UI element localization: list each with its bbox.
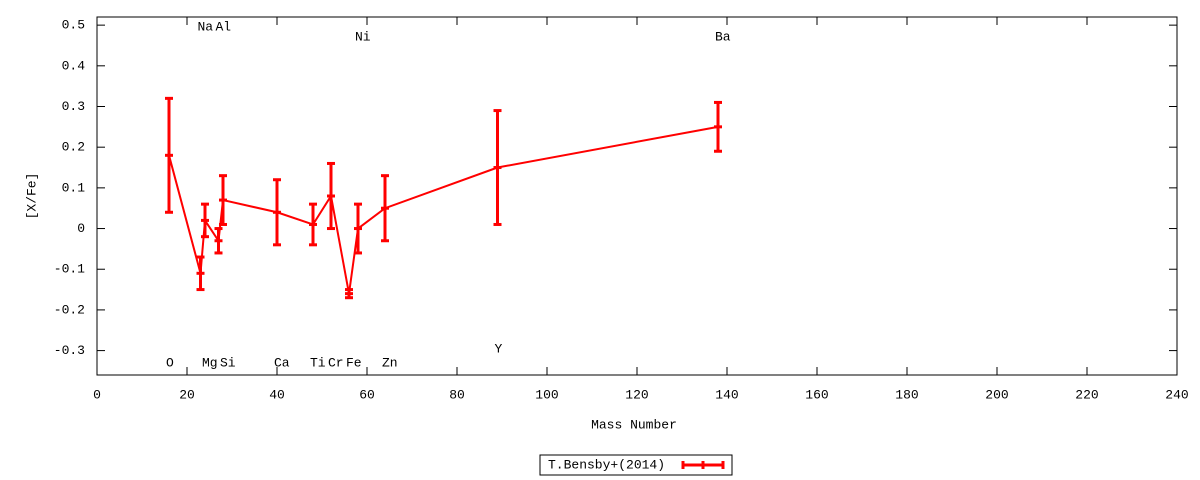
element-label: O [166, 355, 174, 370]
x-tick-label: 160 [805, 387, 828, 402]
x-tick-label: 180 [895, 387, 918, 402]
x-tick-label: 20 [179, 387, 195, 402]
series-line [168, 125, 719, 294]
element-label: Ba [715, 29, 731, 44]
x-tick-label: 100 [535, 387, 558, 402]
x-tick-label: 0 [93, 387, 101, 402]
element-label: Na [198, 19, 214, 34]
element-label: Cr [328, 355, 344, 370]
y-tick-label: -0.1 [54, 262, 85, 277]
element-label: Y [495, 341, 503, 356]
y-tick-label: 0.2 [62, 140, 85, 155]
element-label: Fe [346, 355, 362, 370]
legend-label: T.Bensby+(2014) [548, 457, 665, 472]
element-label: Ti [310, 355, 326, 370]
plot-frame [96, 16, 1178, 376]
y-axis-label: [X/Fe] [24, 173, 39, 220]
element-label: Zn [382, 355, 398, 370]
y-tick-label: 0.5 [62, 18, 85, 33]
element-label: Ni [355, 29, 371, 44]
y-tick-label: -0.2 [54, 302, 85, 317]
x-tick-label: 200 [985, 387, 1008, 402]
x-tick-label: 140 [715, 387, 738, 402]
legend-box [539, 454, 733, 476]
y-tick-label: 0 [77, 221, 85, 236]
x-tick-label: 120 [625, 387, 648, 402]
x-tick-label: 220 [1075, 387, 1098, 402]
x-tick-label: 40 [269, 387, 285, 402]
y-tick-label: 0.1 [62, 180, 86, 195]
y-tick-label: -0.3 [54, 343, 85, 358]
element-label: Si [220, 355, 236, 370]
x-tick-label: 80 [449, 387, 465, 402]
y-tick-label: 0.3 [62, 99, 85, 114]
x-axis-label: Mass Number [591, 417, 677, 432]
x-tick-label: 240 [1165, 387, 1188, 402]
element-label: Al [216, 19, 232, 34]
y-tick-label: 0.4 [62, 58, 86, 73]
element-label: Ca [274, 355, 290, 370]
x-tick-label: 60 [359, 387, 375, 402]
element-label: Mg [202, 355, 218, 370]
